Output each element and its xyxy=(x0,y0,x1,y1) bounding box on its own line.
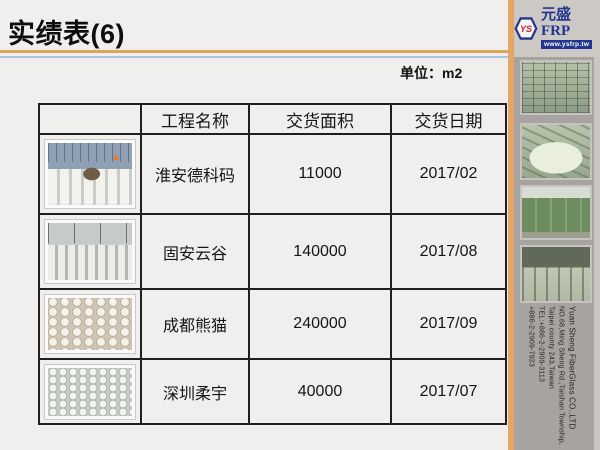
delivery-date-cell: 2017/02 xyxy=(390,133,507,215)
company-address-line: NO.68,Ming Sheng Rd.,Taishan Township, xyxy=(557,306,565,445)
logo-badge-text: YS xyxy=(519,23,532,34)
header-delivery-area: 交货面积 xyxy=(248,103,392,135)
sidebar-right-edge xyxy=(594,0,600,450)
sidebar: YS 元盛FRP www.ysfrp.tw Yuan Sheng FiberGl… xyxy=(514,0,600,450)
brand-name: 元盛FRP xyxy=(541,7,572,39)
ys-hexagon-logo-icon: YS xyxy=(514,17,538,40)
sidebar-accent-strip xyxy=(508,0,514,450)
delivery-date-cell: 2017/08 xyxy=(390,213,507,290)
construction-site-tanks-photo xyxy=(44,139,136,209)
ceiling-structure-photo xyxy=(520,60,592,115)
company-address: Yuan Sheng FiberGlass CO.,LTD NO.68,Ming… xyxy=(526,306,577,446)
table-row: 深圳柔宇 40000 2017/07 xyxy=(38,358,507,425)
delivery-date-cell: 2017/07 xyxy=(390,358,507,425)
delivery-area-cell: 11000 xyxy=(248,133,392,215)
delivery-area-cell: 40000 xyxy=(248,358,392,425)
accent-line-blue xyxy=(0,56,509,58)
project-photo-cell xyxy=(38,213,142,290)
logo-area: YS 元盛FRP www.ysfrp.tw xyxy=(514,0,600,57)
table-row: 成都熊猫 240000 2017/09 xyxy=(38,288,507,360)
header-delivery-date: 交货日期 xyxy=(390,103,507,135)
frp-tank-pipes-photo xyxy=(520,123,592,180)
table-row: 淮安德科码 11000 2017/02 xyxy=(38,133,507,215)
project-photo-cell xyxy=(38,358,142,425)
company-address-line: +886-2-2909-7923 xyxy=(527,306,535,367)
green-storage-tanks-photo xyxy=(520,185,592,240)
company-address-line: TEL:+886-2-2909-3113 xyxy=(537,306,545,383)
delivery-date-cell: 2017/09 xyxy=(390,288,507,360)
delivery-area-cell: 240000 xyxy=(248,288,392,360)
project-photo-cell xyxy=(38,288,142,360)
tank-field-cranes-photo xyxy=(44,219,136,284)
header-project-name: 工程名称 xyxy=(140,103,250,135)
delivery-area-cell: 140000 xyxy=(248,213,392,290)
unit-label: 单位：m2 xyxy=(400,65,463,81)
factory-floor-photo xyxy=(520,245,592,303)
accent-line-orange xyxy=(0,50,509,53)
page-title: 实绩表(6) xyxy=(8,19,125,49)
cylinder-rows-photo xyxy=(44,294,136,354)
table-header-row: 工程名称 交货面积 交货日期 xyxy=(38,103,507,135)
table-row: 固安云谷 140000 2017/08 xyxy=(38,213,507,290)
project-name-cell: 成都熊猫 xyxy=(140,288,250,360)
project-photo-cell xyxy=(38,133,142,215)
website-label: www.ysfrp.tw xyxy=(541,39,593,49)
project-name-cell: 淮安德科码 xyxy=(140,133,250,215)
cylinder-field-photo xyxy=(44,363,136,420)
company-address-line: Taipei county 243,Taiwan xyxy=(547,306,555,390)
project-name-cell: 固安云谷 xyxy=(140,213,250,290)
company-address-line: Yuan Sheng FiberGlass CO.,LTD xyxy=(567,306,577,430)
header-photo xyxy=(38,103,142,135)
project-name-cell: 深圳柔宇 xyxy=(140,358,250,425)
projects-table: 工程名称 交货面积 交货日期 淮安德科码 11000 2017/02 固安云谷 … xyxy=(38,103,507,425)
